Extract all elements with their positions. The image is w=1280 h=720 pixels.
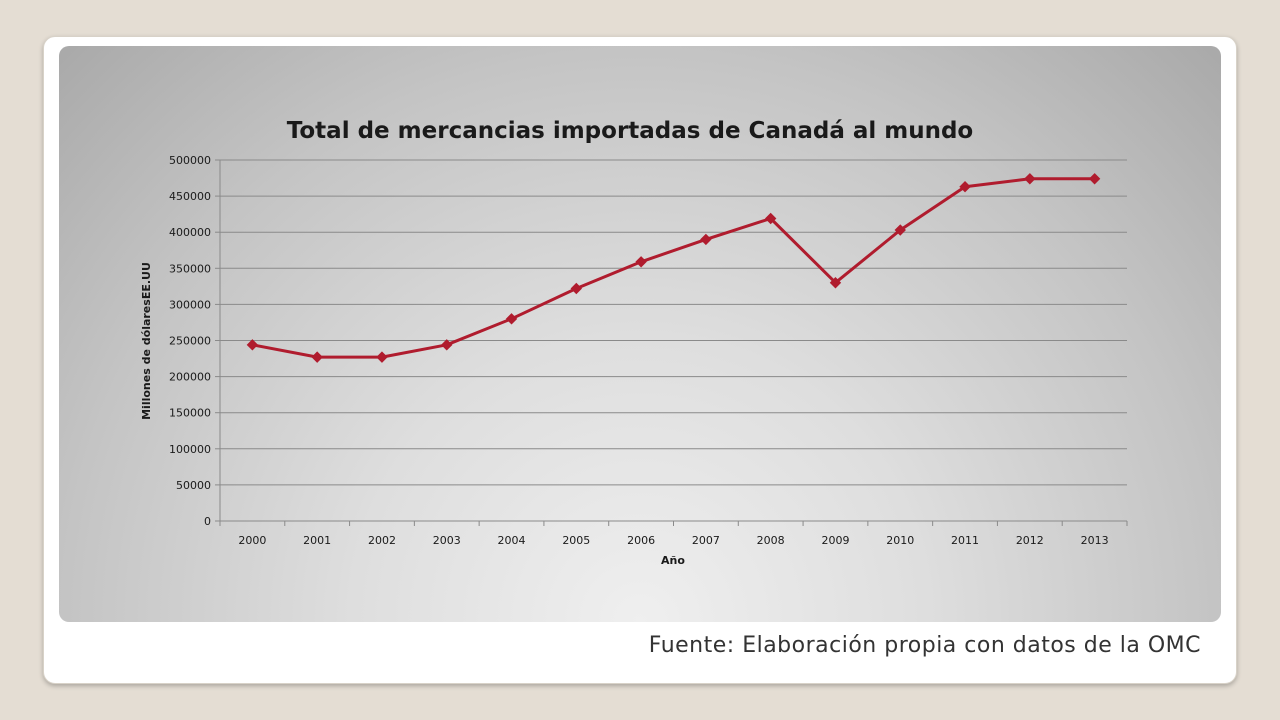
x-tick-label: 2009 [821,534,849,547]
source-note: Fuente: Elaboración propia con datos de … [648,633,1201,658]
data-point-marker [311,351,323,363]
x-tick-label: 2008 [757,534,785,547]
y-tick-label: 200000 [169,371,211,384]
axes [215,159,1128,526]
data-point-marker [246,339,259,351]
data-point-marker [505,313,518,325]
x-tick-label: 2001 [303,534,331,547]
y-tick-label: 350000 [169,262,211,275]
x-tick-label: 2002 [368,534,396,547]
x-tick-labels: 2000 2001 2002 2003 2004 2005 2006 2007 2008 2009… [238,534,1108,547]
y-tick-label: 100000 [169,443,211,456]
y-tick-label: 500000 [169,154,211,167]
y-tick-label: 50000 [176,479,211,492]
data-point-marker [894,224,906,236]
data-point-marker [829,277,842,289]
x-tick-label: 2003 [433,534,461,547]
data-point-marker [1024,173,1036,185]
line-chart: Total de mercancias importadas de Canadá… [140,118,1128,567]
y-axis-label: Millones de dólaresEE.UU [140,262,153,420]
series-layer [246,173,1101,363]
x-tick-label: 2011 [951,534,979,547]
x-tick-label: 2000 [238,534,266,547]
y-tick-label: 150000 [169,407,211,420]
data-point-marker [700,233,712,246]
data-point-marker [764,212,777,225]
data-point-marker [959,181,971,193]
x-tick-label: 2012 [1016,534,1044,547]
y-tick-label: 400000 [169,226,211,239]
x-tick-label: 2013 [1081,534,1109,547]
x-axis-label: Año [661,554,685,567]
gridlines [220,159,1127,486]
y-tick-label: 250000 [169,335,211,348]
y-tick-labels: 0 50000 100000 150000 200000 250000 300000 3500… [169,154,211,528]
chart-panel: Total de mercancias importadas de Canadá… [59,46,1221,622]
series-line [252,177,1095,359]
x-tick-label: 2007 [692,534,720,547]
y-tick-label: 0 [204,515,211,528]
chart-title: Total de mercancias importadas de Canadá… [287,118,974,144]
data-point-marker [441,339,453,351]
x-tick-label: 2010 [886,534,914,547]
data-point-marker [376,351,388,363]
x-tick-label: 2005 [562,534,590,547]
y-tick-label: 300000 [169,298,211,311]
data-point-marker [1088,173,1101,185]
y-tick-label: 450000 [169,190,211,203]
data-point-marker [570,282,583,295]
x-tick-label: 2006 [627,534,655,547]
data-point-marker [635,256,647,268]
x-tick-label: 2004 [498,534,526,547]
